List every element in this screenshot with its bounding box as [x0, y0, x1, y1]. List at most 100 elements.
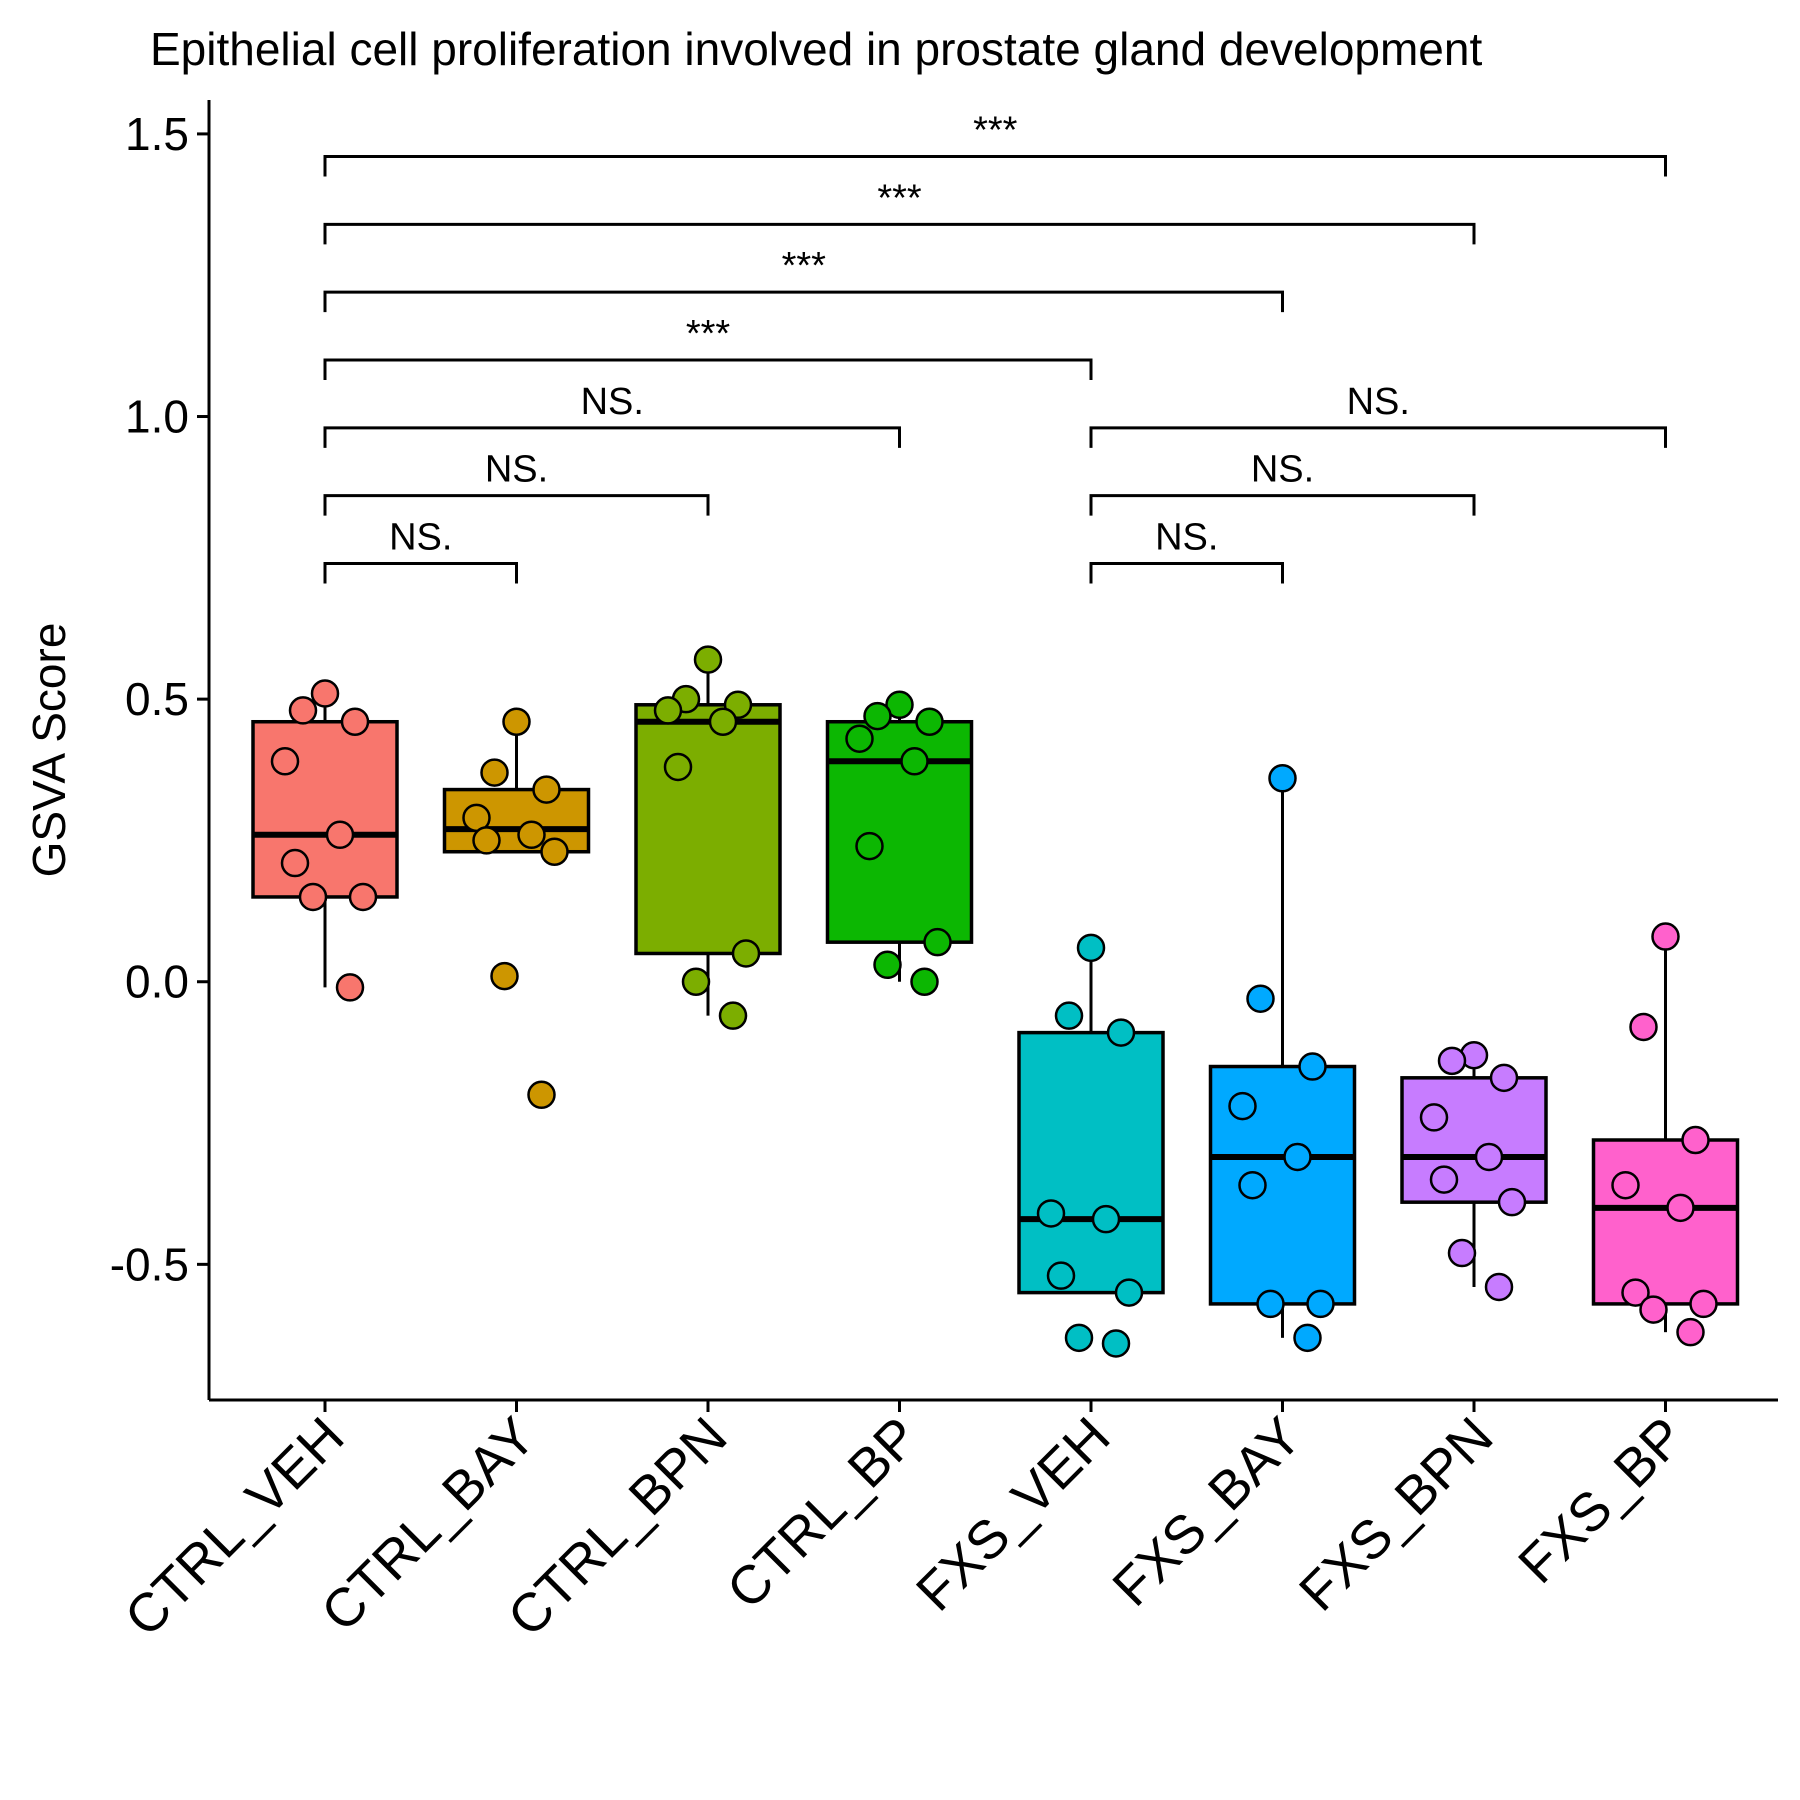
- data-point: [335, 973, 365, 1002]
- data-point: [502, 707, 531, 736]
- box-group: [1591, 922, 1740, 1347]
- data-point: [490, 961, 519, 991]
- data-point: [1256, 1289, 1285, 1319]
- bracket-line: [323, 561, 518, 584]
- data-point: [1621, 1278, 1650, 1307]
- box-group: [442, 707, 591, 1110]
- data-point: [340, 707, 370, 736]
- data-point: [1054, 1001, 1084, 1030]
- box: [1591, 1138, 1740, 1306]
- significance-bracket: NS.: [1089, 516, 1284, 584]
- significance-bracket: NS.: [323, 516, 518, 584]
- significance-label: NS.: [389, 516, 452, 558]
- data-point: [1676, 1317, 1705, 1347]
- box-group: [1400, 1040, 1548, 1302]
- y-axis-title: GSVA Score: [23, 623, 75, 878]
- data-point: [1306, 1289, 1335, 1319]
- y-tick-label: 0.5: [125, 673, 189, 725]
- bracket-line: [323, 426, 901, 448]
- data-point: [1474, 1142, 1504, 1172]
- data-point: [1689, 1289, 1718, 1319]
- data-point: [1101, 1329, 1131, 1358]
- data-point: [1036, 1199, 1066, 1228]
- significance-bracket: ***: [323, 313, 1093, 380]
- significance-bracket: ***: [323, 177, 1476, 245]
- significance-bracket: ***: [323, 245, 1284, 313]
- box: [825, 719, 974, 944]
- data-point: [1429, 1165, 1459, 1194]
- significance-label: ***: [877, 177, 922, 219]
- data-point: [731, 939, 761, 968]
- y-tick-label: 1.5: [125, 108, 189, 160]
- data-point: [298, 882, 328, 912]
- data-point: [532, 775, 561, 804]
- data-point: [663, 752, 693, 782]
- data-point: [681, 967, 711, 996]
- data-point: [873, 950, 902, 980]
- data-point: [915, 707, 944, 736]
- data-point: [325, 820, 355, 850]
- significance-bracket: NS.: [323, 449, 710, 516]
- data-point: [517, 820, 546, 850]
- significance-label: NS.: [1251, 449, 1314, 491]
- data-point: [845, 724, 874, 753]
- data-point: [1639, 1295, 1668, 1324]
- data-point: [885, 690, 914, 720]
- significance-label: NS.: [581, 381, 644, 423]
- box: [1400, 1076, 1548, 1204]
- data-point: [1666, 1193, 1695, 1223]
- data-point: [653, 696, 683, 725]
- box: [1017, 1030, 1165, 1295]
- data-point: [693, 645, 723, 674]
- data-point: [1046, 1261, 1076, 1290]
- data-point: [1681, 1125, 1710, 1155]
- data-point: [1246, 984, 1275, 1013]
- data-point: [270, 747, 300, 776]
- box-group: [251, 679, 399, 1002]
- bracket-line: [323, 155, 1667, 177]
- data-point: [480, 758, 509, 787]
- significance-bracket: NS.: [1089, 449, 1476, 516]
- bracket-line: [323, 290, 1284, 313]
- data-point: [1064, 1323, 1094, 1353]
- data-point: [923, 927, 952, 957]
- data-point: [910, 967, 939, 996]
- data-point: [1238, 1170, 1267, 1200]
- data-point: [1076, 933, 1106, 963]
- data-point: [1106, 1018, 1136, 1047]
- bracket-line: [1089, 426, 1667, 448]
- significance-label: NS.: [1347, 381, 1410, 423]
- significance-label: ***: [686, 313, 731, 355]
- significance-bracket: NS.: [1089, 381, 1667, 448]
- data-point: [718, 1001, 748, 1030]
- data-point: [900, 747, 929, 776]
- data-point: [1091, 1204, 1121, 1234]
- bracket-line: [1089, 561, 1284, 584]
- data-point: [1298, 1052, 1327, 1081]
- data-point: [1497, 1187, 1527, 1217]
- data-point: [310, 679, 340, 708]
- box-group: [825, 690, 974, 996]
- x-tick-label: FXS_BP: [1507, 1406, 1696, 1595]
- significance-label: NS.: [485, 449, 548, 491]
- bracket-line: [323, 494, 710, 516]
- data-point: [863, 701, 892, 731]
- data-point: [527, 1080, 556, 1110]
- data-point: [1447, 1238, 1477, 1268]
- data-point: [1484, 1272, 1514, 1302]
- chart-title: Epithelial cell proliferation involved i…: [150, 23, 1482, 75]
- y-tick-label: -0.5: [110, 1238, 189, 1290]
- box-group: [1017, 933, 1165, 1358]
- box: [251, 719, 399, 899]
- data-point: [1268, 764, 1297, 793]
- data-point: [1651, 922, 1680, 951]
- x-tick-label: FXS_BAY: [1101, 1406, 1313, 1618]
- data-point: [288, 696, 318, 725]
- data-point: [540, 837, 569, 866]
- significance-label: ***: [973, 110, 1018, 152]
- box-group: [1208, 764, 1357, 1353]
- box-group: [634, 645, 782, 1030]
- plot-area: -0.50.00.51.01.5CTRL_VEHCTRL_BAYCTRL_BPN…: [110, 100, 1778, 1648]
- bracket-line: [323, 358, 1093, 380]
